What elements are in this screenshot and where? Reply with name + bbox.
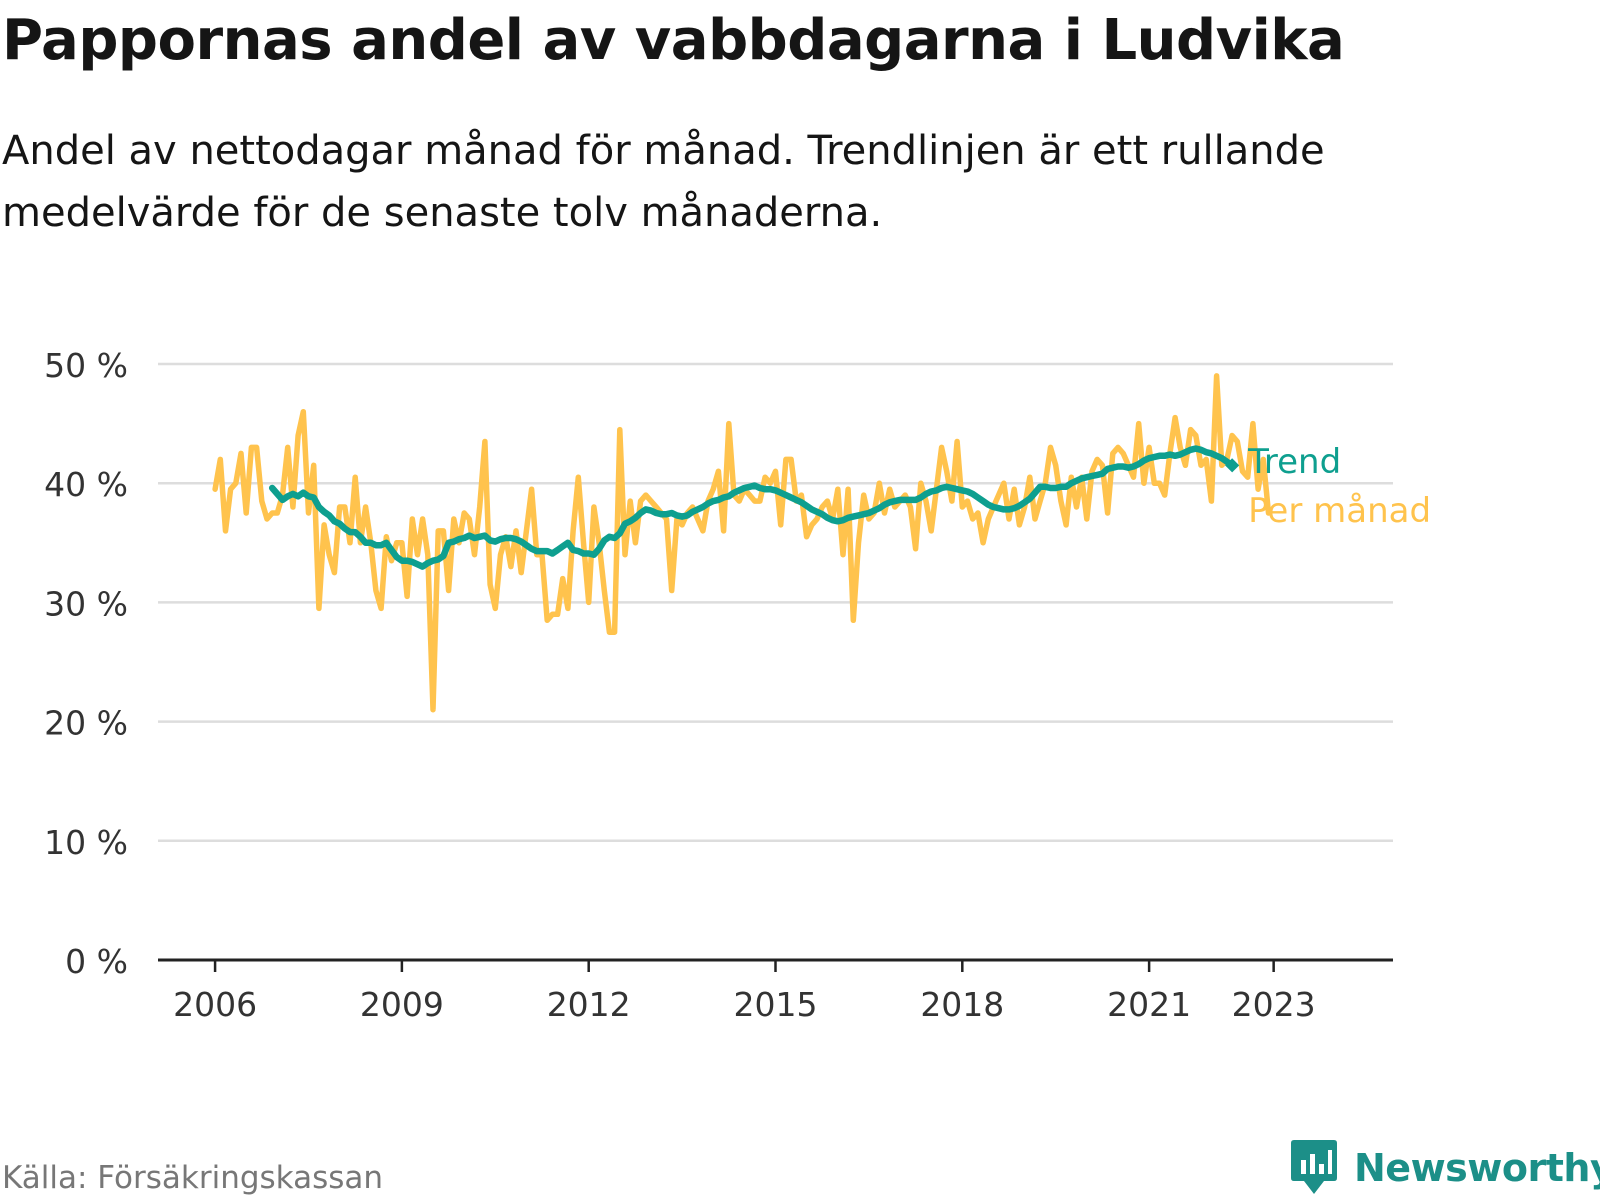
gridlines bbox=[158, 362, 1393, 843]
y-tick-label: 30 % bbox=[44, 584, 128, 623]
trend-label: Trend bbox=[1247, 442, 1341, 482]
chart-subtitle: Andel av nettodagar månad för månad. Tre… bbox=[2, 128, 1325, 236]
y-tick-label: 50 % bbox=[44, 346, 128, 385]
x-axis: 2006 2009 2012 2015 2018 2021 2023 bbox=[158, 958, 1393, 1024]
x-tick-label: 2009 bbox=[360, 985, 444, 1024]
y-tick-label: 40 % bbox=[44, 465, 128, 504]
x-tick-label: 2023 bbox=[1232, 985, 1316, 1024]
x-tick-label: 2015 bbox=[734, 985, 818, 1024]
y-tick-label: 0 % bbox=[65, 942, 128, 981]
trend-series-line bbox=[268, 445, 1236, 570]
newsworthy-logo-icon bbox=[1291, 1140, 1337, 1194]
brand-name: Newsworthy bbox=[1354, 1146, 1600, 1190]
series-labels: Per månad Trend bbox=[1247, 442, 1431, 531]
chart-title: Pappornas andel av vabbdagarna i Ludvika bbox=[2, 8, 1345, 73]
y-axis-ticks: 0 % 10 % 20 % 30 % 40 % 50 % bbox=[44, 346, 128, 981]
monthly-series-line bbox=[212, 373, 1272, 713]
x-tick-label: 2021 bbox=[1107, 985, 1191, 1024]
brand-logo: Newsworthy bbox=[1290, 1138, 1600, 1198]
trend-end-marker bbox=[1225, 458, 1240, 473]
source-note: Källa: Försäkringskassan bbox=[2, 1160, 384, 1196]
x-tick-label: 2006 bbox=[173, 985, 257, 1024]
series-lines bbox=[212, 373, 1272, 713]
y-tick-label: 10 % bbox=[44, 823, 128, 862]
y-tick-label: 20 % bbox=[44, 704, 128, 743]
x-tick-label: 2018 bbox=[920, 985, 1004, 1024]
x-tick-label: 2012 bbox=[547, 985, 631, 1024]
monthly-label: Per månad bbox=[1248, 491, 1431, 531]
